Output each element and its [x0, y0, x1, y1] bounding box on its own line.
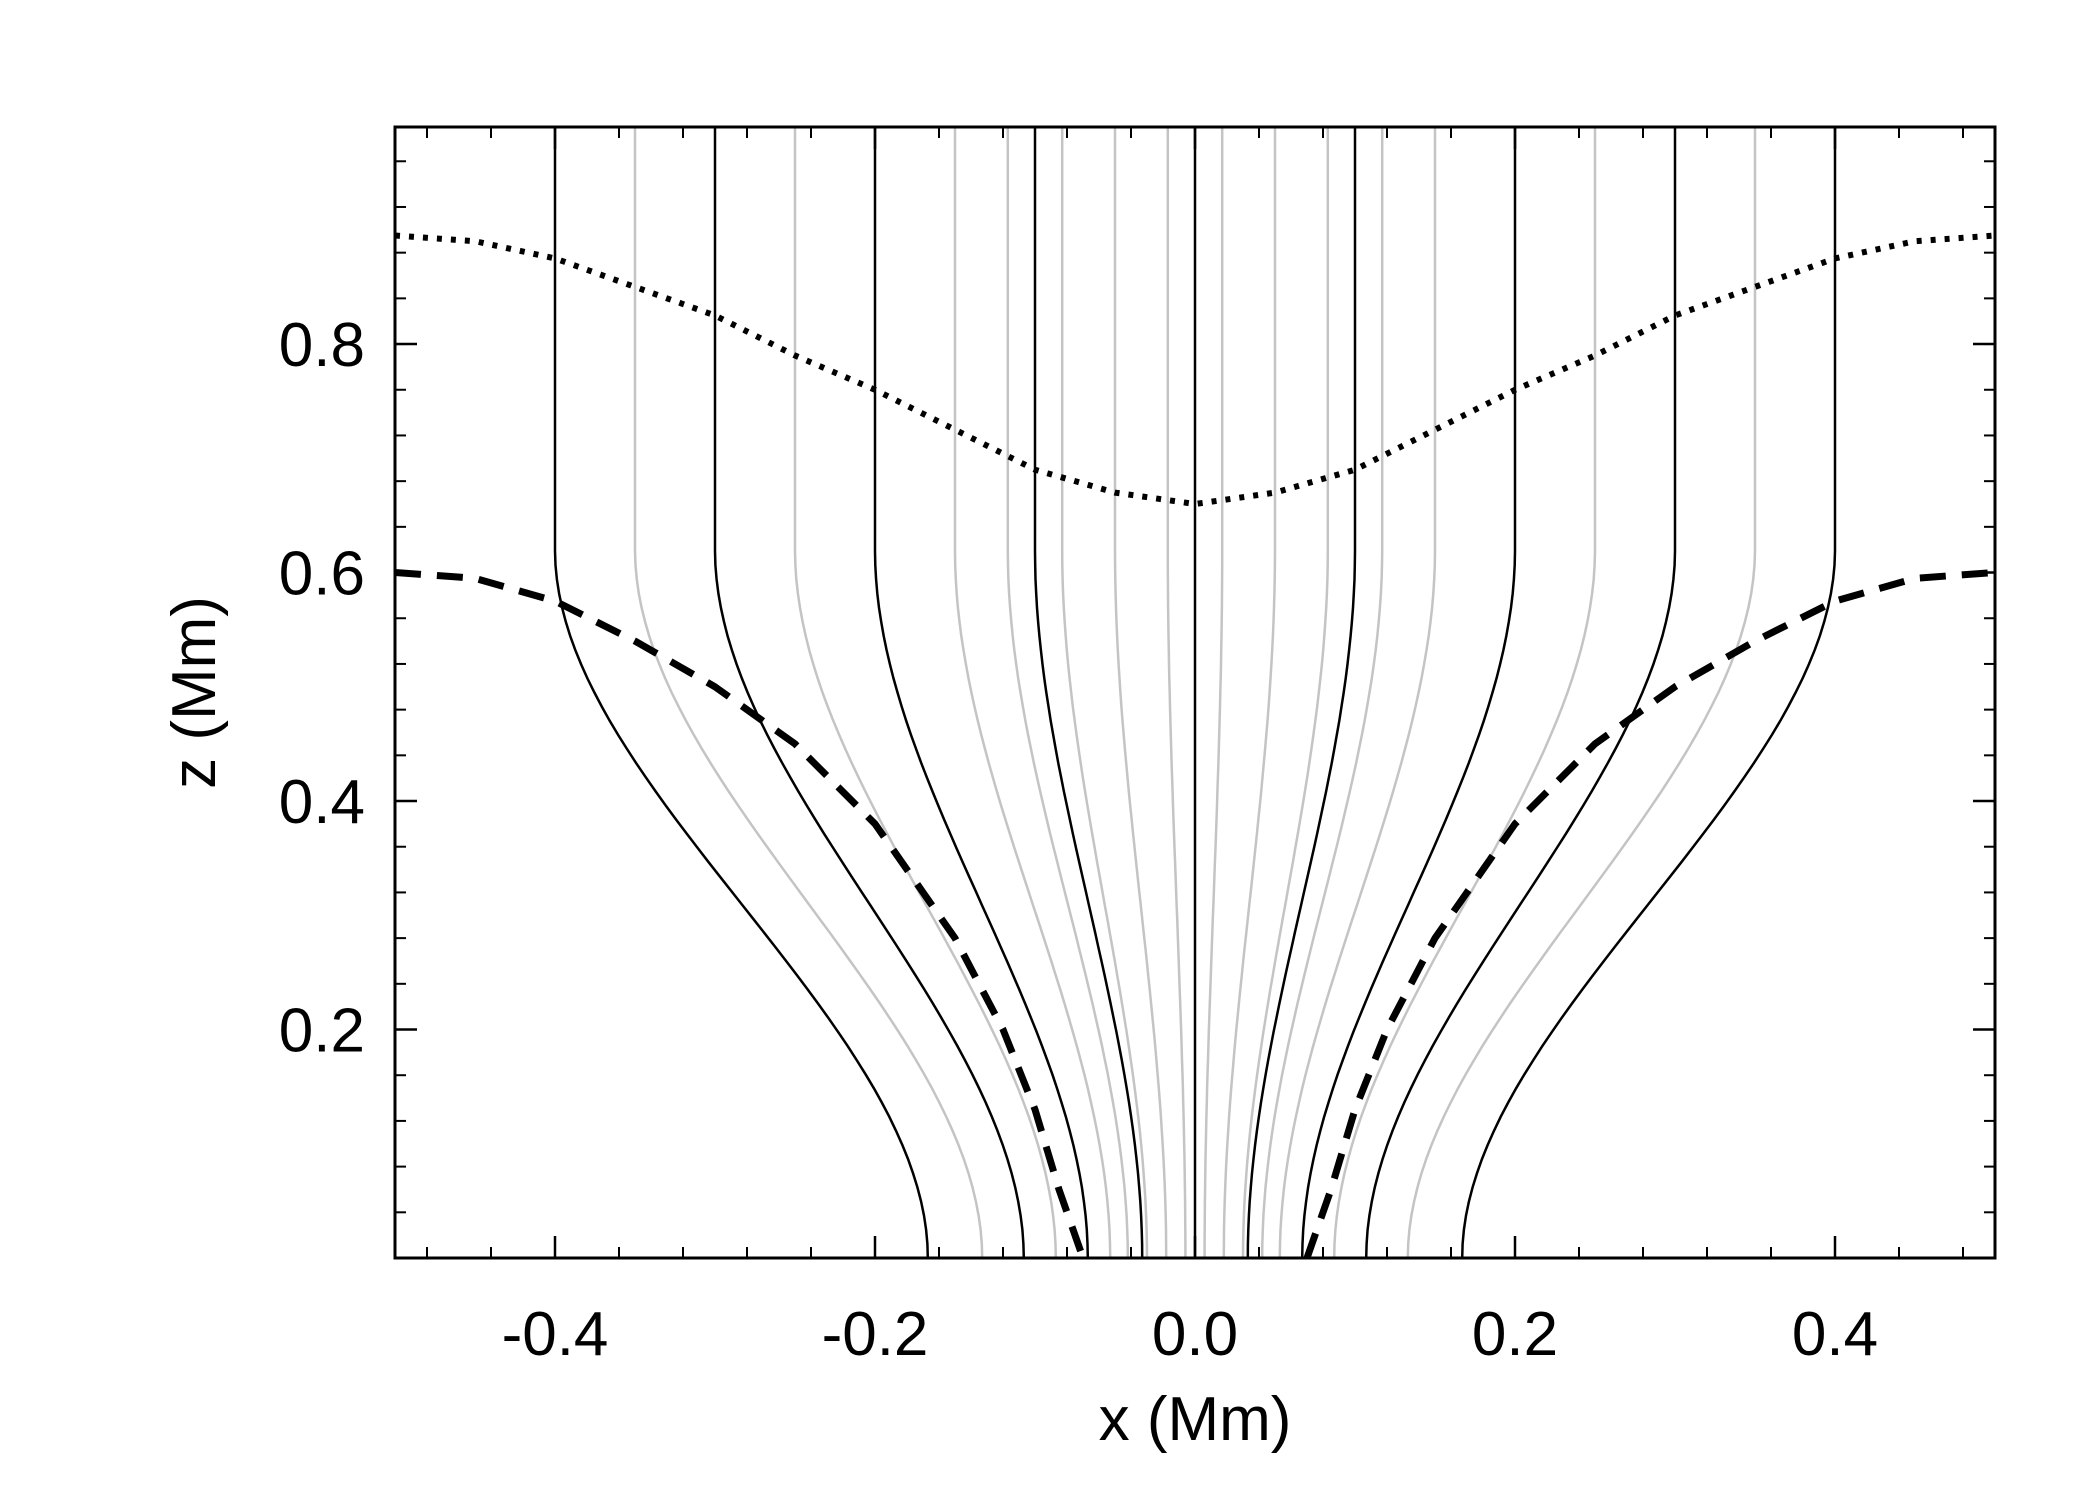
field-line-gray [1278, 127, 1437, 1258]
x-tick-label: 0.2 [1472, 1300, 1558, 1369]
field-line-black [1460, 127, 1837, 1258]
axis-ticks [395, 127, 1995, 1258]
field-line-gray [633, 127, 984, 1258]
field-line-gray [1332, 127, 1597, 1258]
y-axis-title: z (Mm) [160, 596, 229, 789]
x-axis-title: x (Mm) [1099, 1385, 1292, 1454]
dashed-curve [1303, 569, 1995, 1258]
field-line-gray [1113, 127, 1168, 1258]
field-line-gray [1406, 127, 1757, 1258]
field-line-gray [1060, 127, 1149, 1258]
field-line-gray [1006, 127, 1130, 1258]
x-tick-label: 0.4 [1792, 1300, 1878, 1369]
field-line-gray [953, 127, 1112, 1258]
x-tick-label: -0.2 [822, 1300, 929, 1369]
field-line-black [1300, 127, 1517, 1258]
field-line-black [1364, 127, 1677, 1258]
field-line-black [553, 127, 930, 1258]
y-tick-label: 0.4 [279, 768, 365, 837]
x-tick-label: 0.0 [1152, 1300, 1238, 1369]
plot-lines [395, 127, 1995, 1258]
y-tick-label: 0.6 [279, 540, 365, 609]
field-line-gray [1260, 127, 1384, 1258]
tick-labels: -0.4 -0.2 0.0 0.2 0.4 0.2 0.4 0.6 0.8 [279, 311, 1878, 1369]
x-tick-label: -0.4 [502, 1300, 609, 1369]
field-line-black [713, 127, 1026, 1258]
field-line-gray [1222, 127, 1277, 1258]
field-line-gray [1166, 127, 1187, 1258]
field-line-gray [793, 127, 1058, 1258]
field-line-gray [1241, 127, 1330, 1258]
field-line-black [1246, 127, 1357, 1258]
field-line-gray [1203, 127, 1224, 1258]
y-tick-label: 0.2 [279, 997, 365, 1066]
y-tick-label: 0.8 [279, 311, 365, 380]
field-line-black [1033, 127, 1144, 1258]
field-line-black [873, 127, 1090, 1258]
dashed-curve [395, 569, 1087, 1258]
